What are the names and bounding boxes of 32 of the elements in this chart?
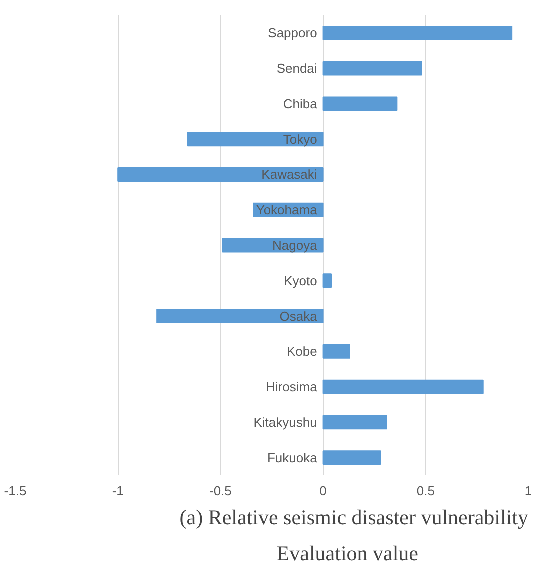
y-tick-label: Kitakyushu — [254, 414, 318, 430]
bar — [322, 344, 350, 359]
text: (a) Relative seismic disaster vulnerability — [180, 506, 529, 530]
x-tick-label: -1.5 — [4, 484, 27, 498]
y-tick-label: Kyoto — [284, 273, 318, 288]
bar — [322, 96, 398, 112]
x-tick-label: 0.5 — [416, 484, 435, 498]
bar — [322, 26, 513, 40]
bar — [118, 168, 324, 182]
bar — [322, 415, 388, 430]
y-tick-label: Sendai — [276, 61, 318, 76]
bar — [322, 61, 422, 76]
x-axis-title: Evaluation value — [276, 542, 419, 566]
bar — [322, 450, 382, 466]
bar — [322, 274, 332, 288]
x-tick-label: 1 — [524, 484, 532, 498]
y-tick-label: Chiba — [283, 96, 318, 112]
y-tick-label: Kawasaki — [262, 167, 318, 182]
y-tick-label: Osaka — [280, 308, 318, 324]
y-tick-label: Sapporo — [268, 26, 318, 41]
y-tick-label: Fukuoka — [267, 450, 318, 466]
bar — [322, 380, 484, 394]
x-tick-label: -1 — [112, 484, 124, 498]
y-tick-label: Nagoya — [272, 238, 318, 253]
x-tick-label: -0.5 — [210, 484, 232, 498]
y-tick-label: Yokohama — [256, 202, 318, 218]
y-tick-label: Hirosima — [266, 380, 318, 395]
y-tick-label: Kobe — [286, 344, 318, 360]
bar — [156, 309, 324, 324]
bar — [187, 132, 324, 147]
x-tick-label: 0 — [320, 484, 327, 498]
y-tick-label: Tokyo — [283, 132, 318, 147]
